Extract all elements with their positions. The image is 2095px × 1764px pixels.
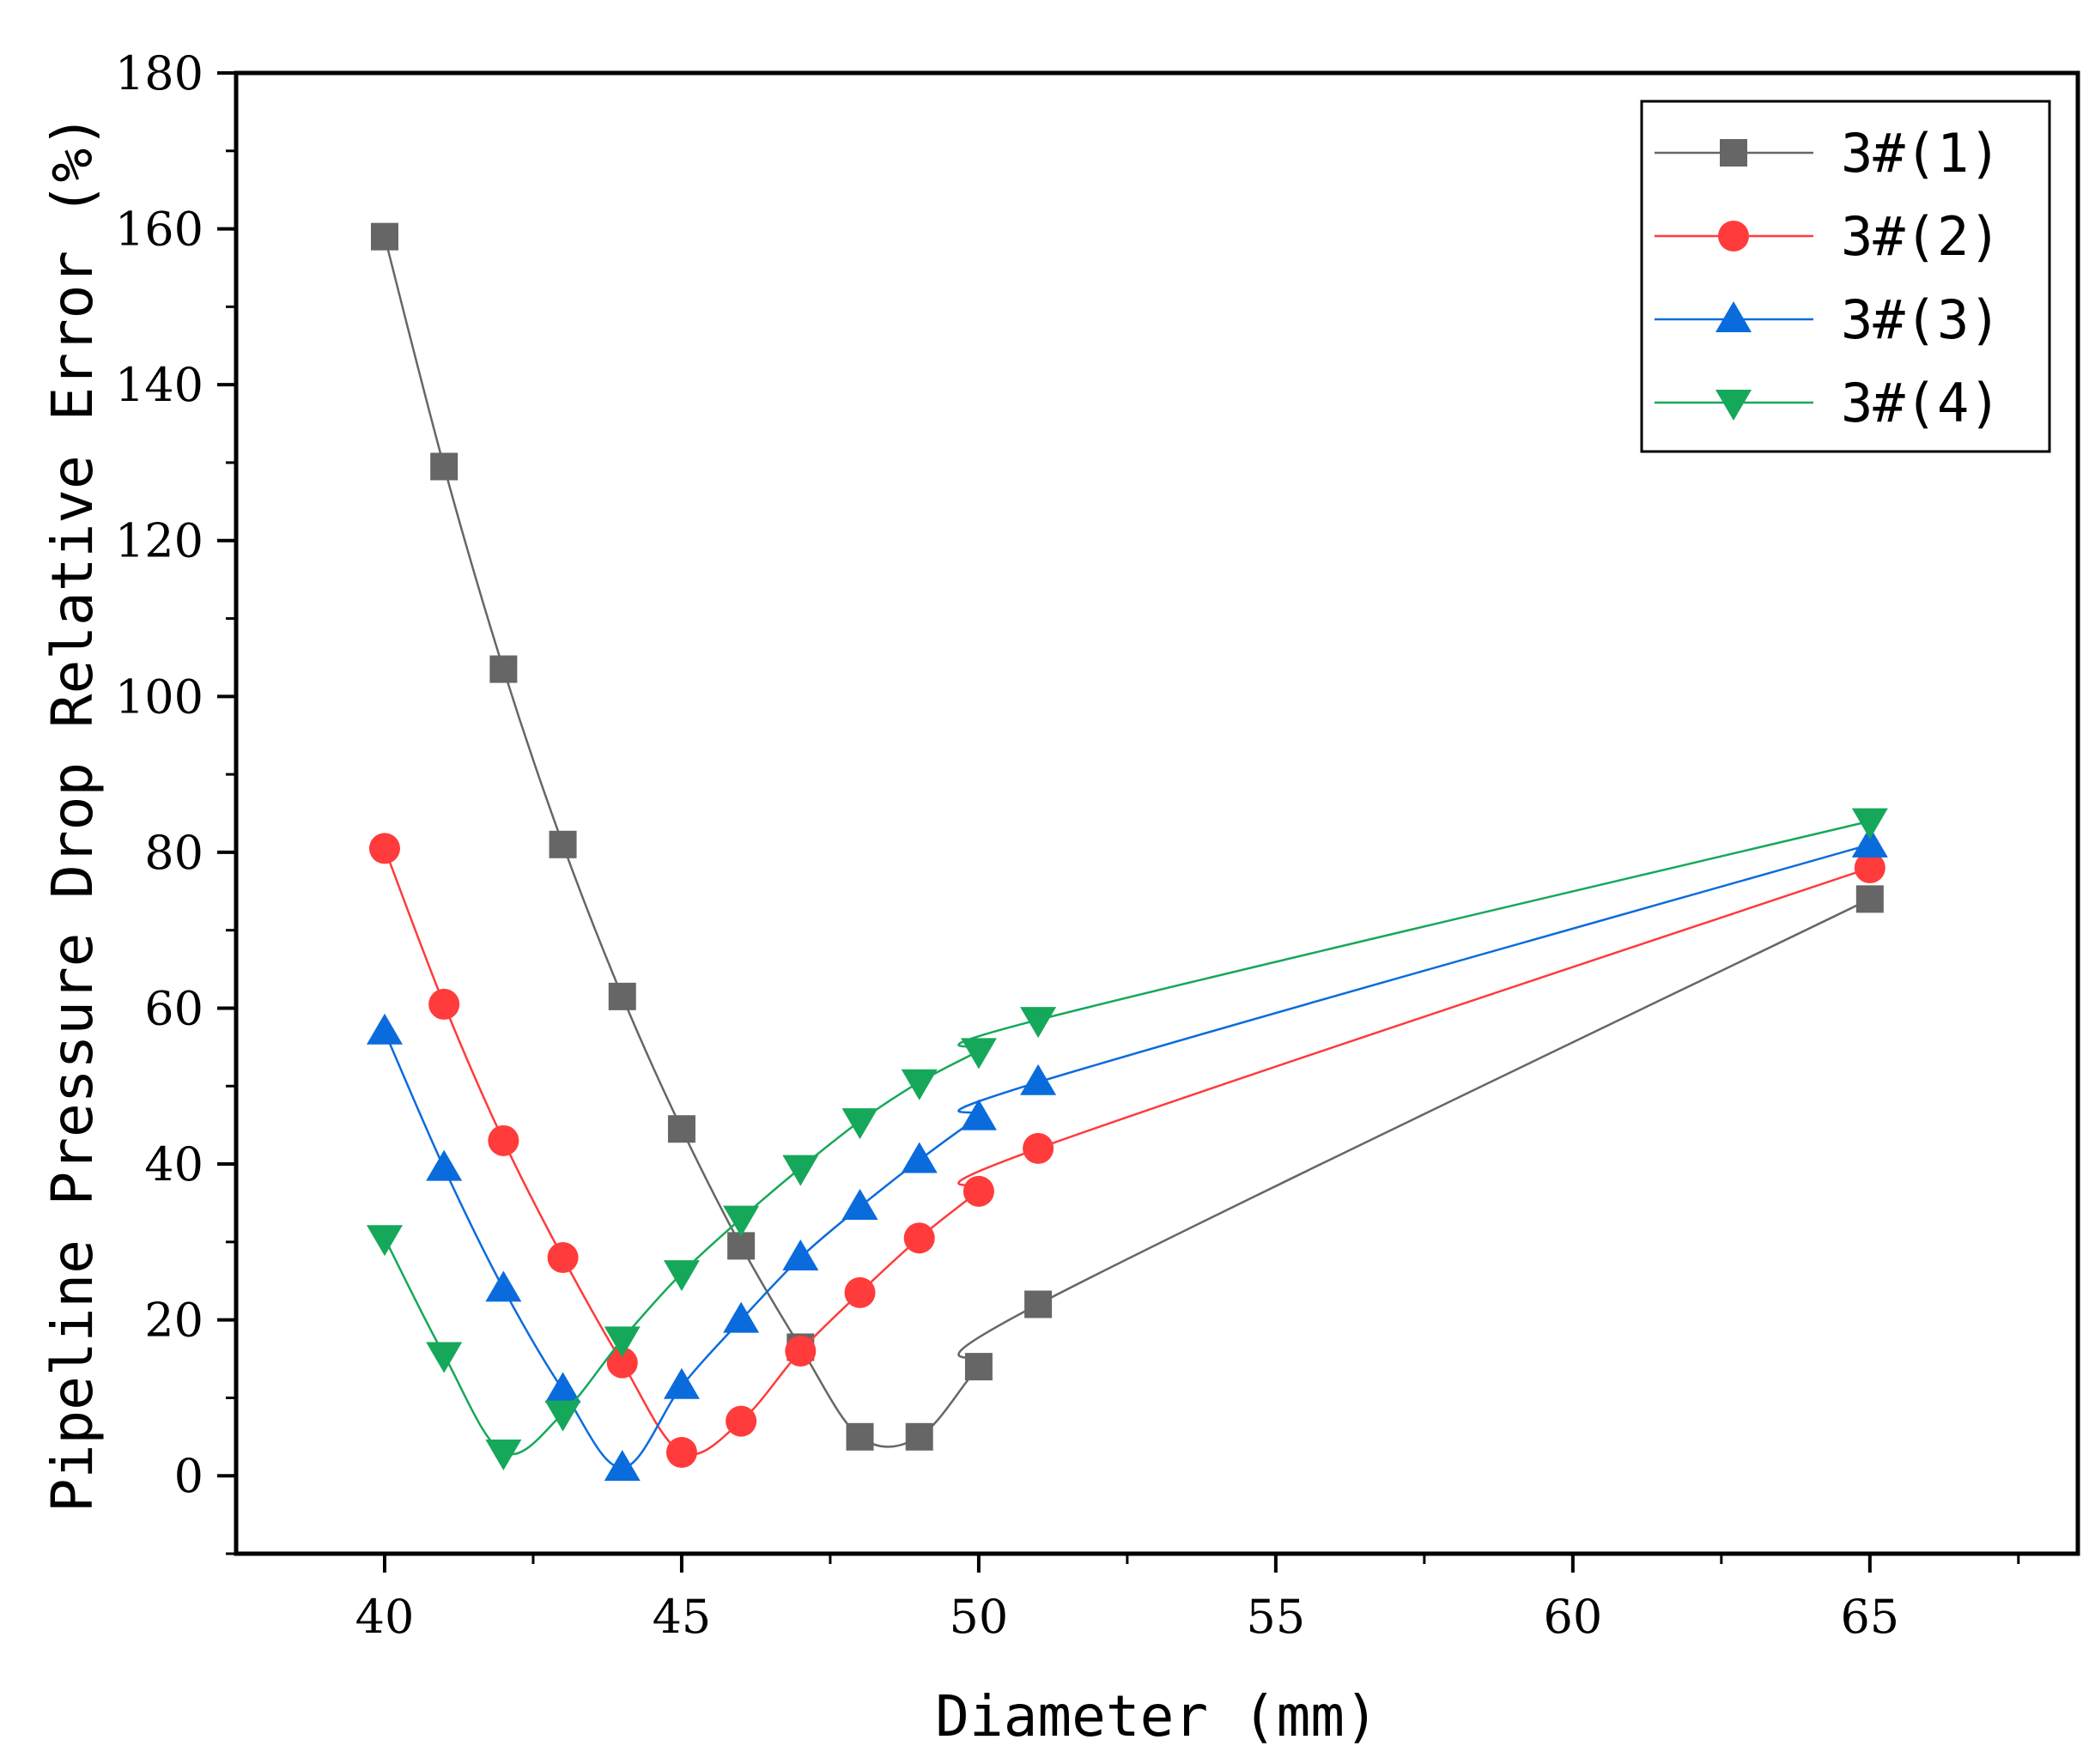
series-4-point <box>426 1342 463 1373</box>
y-tick-label: 100 <box>115 670 203 724</box>
series-3-point <box>485 1270 522 1302</box>
y-tick-label: 180 <box>115 46 203 100</box>
series-3-point <box>723 1301 760 1333</box>
series-3-point <box>841 1188 878 1220</box>
series-3-point <box>663 1367 700 1399</box>
series-3-point <box>544 1372 581 1403</box>
series-4 <box>366 808 1888 1470</box>
series-4-point <box>366 1225 403 1257</box>
series-3-point <box>960 1099 997 1131</box>
series-4-point <box>604 1326 641 1358</box>
series-2-point <box>962 1175 994 1207</box>
series-2-point <box>785 1335 817 1367</box>
series-3-point <box>782 1240 819 1270</box>
series-2-point <box>726 1405 757 1437</box>
series-4-point <box>1020 1007 1057 1039</box>
series-2-point <box>844 1276 876 1308</box>
y-axis-title: Pipeline Pressure Drop Relative Error (%… <box>39 114 106 1512</box>
y-tick-label: 120 <box>115 514 203 568</box>
series-3-point <box>426 1149 463 1181</box>
series-1-point <box>608 982 636 1010</box>
series-layer <box>366 222 1888 1482</box>
series-2 <box>368 833 1886 1468</box>
x-tick-label: 45 <box>653 1590 712 1644</box>
legend-label: 3#(4) <box>1841 372 2001 434</box>
x-tick-label: 50 <box>950 1590 1009 1644</box>
series-1-point <box>489 655 518 683</box>
legend-marker <box>1720 139 1747 167</box>
series-2-point <box>1023 1132 1054 1164</box>
series-4-point <box>723 1205 760 1237</box>
series-1-point <box>430 452 458 481</box>
series-4-point <box>960 1038 997 1070</box>
legend-label: 3#(1) <box>1841 122 2001 185</box>
series-2-point <box>547 1242 579 1273</box>
y-tick-label: 80 <box>144 826 203 880</box>
y-tick-label: 140 <box>115 358 203 412</box>
ticks-layer: 40 45 50 55 60 65 0 20 40 60 80 100 120 140 160 180 <box>115 46 2020 1644</box>
series-4-point <box>663 1260 700 1292</box>
x-tick-label: 60 <box>1543 1590 1602 1644</box>
y-tick-label: 20 <box>144 1294 203 1348</box>
series-2-point <box>903 1222 935 1254</box>
series-3 <box>366 826 1888 1482</box>
series-2-point <box>428 988 460 1020</box>
series-4-point <box>1851 808 1888 840</box>
series-1-point <box>549 830 577 858</box>
x-tick-label: 40 <box>355 1590 415 1644</box>
series-1-point <box>846 1422 874 1451</box>
series-3-point <box>1851 826 1888 858</box>
series-1-point <box>667 1115 695 1143</box>
series-1-point <box>1855 885 1884 913</box>
legend-marker <box>1715 390 1752 421</box>
series-4-point <box>485 1439 522 1470</box>
series-3-point <box>604 1450 641 1482</box>
legend-marker <box>1718 221 1749 252</box>
legend-label: 3#(3) <box>1841 288 2001 351</box>
series-1-point <box>1024 1290 1053 1318</box>
series-1 <box>370 222 1884 1451</box>
series-2-point <box>1854 852 1886 884</box>
series-4-point <box>544 1400 581 1432</box>
series-1-point <box>727 1232 756 1260</box>
series-4-point <box>901 1069 938 1100</box>
y-tick-label: 60 <box>144 981 203 1035</box>
series-3-point <box>366 1013 403 1045</box>
series-3-point <box>1020 1064 1057 1095</box>
legend-marker <box>1715 301 1752 332</box>
series-3-point <box>901 1142 938 1173</box>
series-1-point <box>964 1353 993 1381</box>
series-2-point <box>368 833 400 864</box>
y-tick-label: 0 <box>174 1449 203 1503</box>
series-4-point <box>841 1108 878 1140</box>
series-1-point <box>905 1422 933 1451</box>
x-tick-label: 65 <box>1840 1590 1899 1644</box>
series-2-point <box>606 1347 638 1379</box>
y-tick-label: 40 <box>144 1137 203 1191</box>
legend-box <box>1640 100 2051 453</box>
legend-label: 3#(2) <box>1841 205 2001 268</box>
series-2-point <box>488 1124 519 1156</box>
x-tick-label: 55 <box>1247 1590 1306 1644</box>
series-4-point <box>782 1155 819 1186</box>
legend: 3#(1) 3#(2) 3#(3) 3#(4) <box>1640 100 2051 453</box>
x-axis-title: Diameter (mm) <box>935 1683 1379 1749</box>
series-1-point <box>370 222 398 251</box>
plot-frame <box>234 70 2080 1556</box>
series-2-point <box>665 1436 697 1468</box>
y-tick-label: 160 <box>115 203 203 257</box>
